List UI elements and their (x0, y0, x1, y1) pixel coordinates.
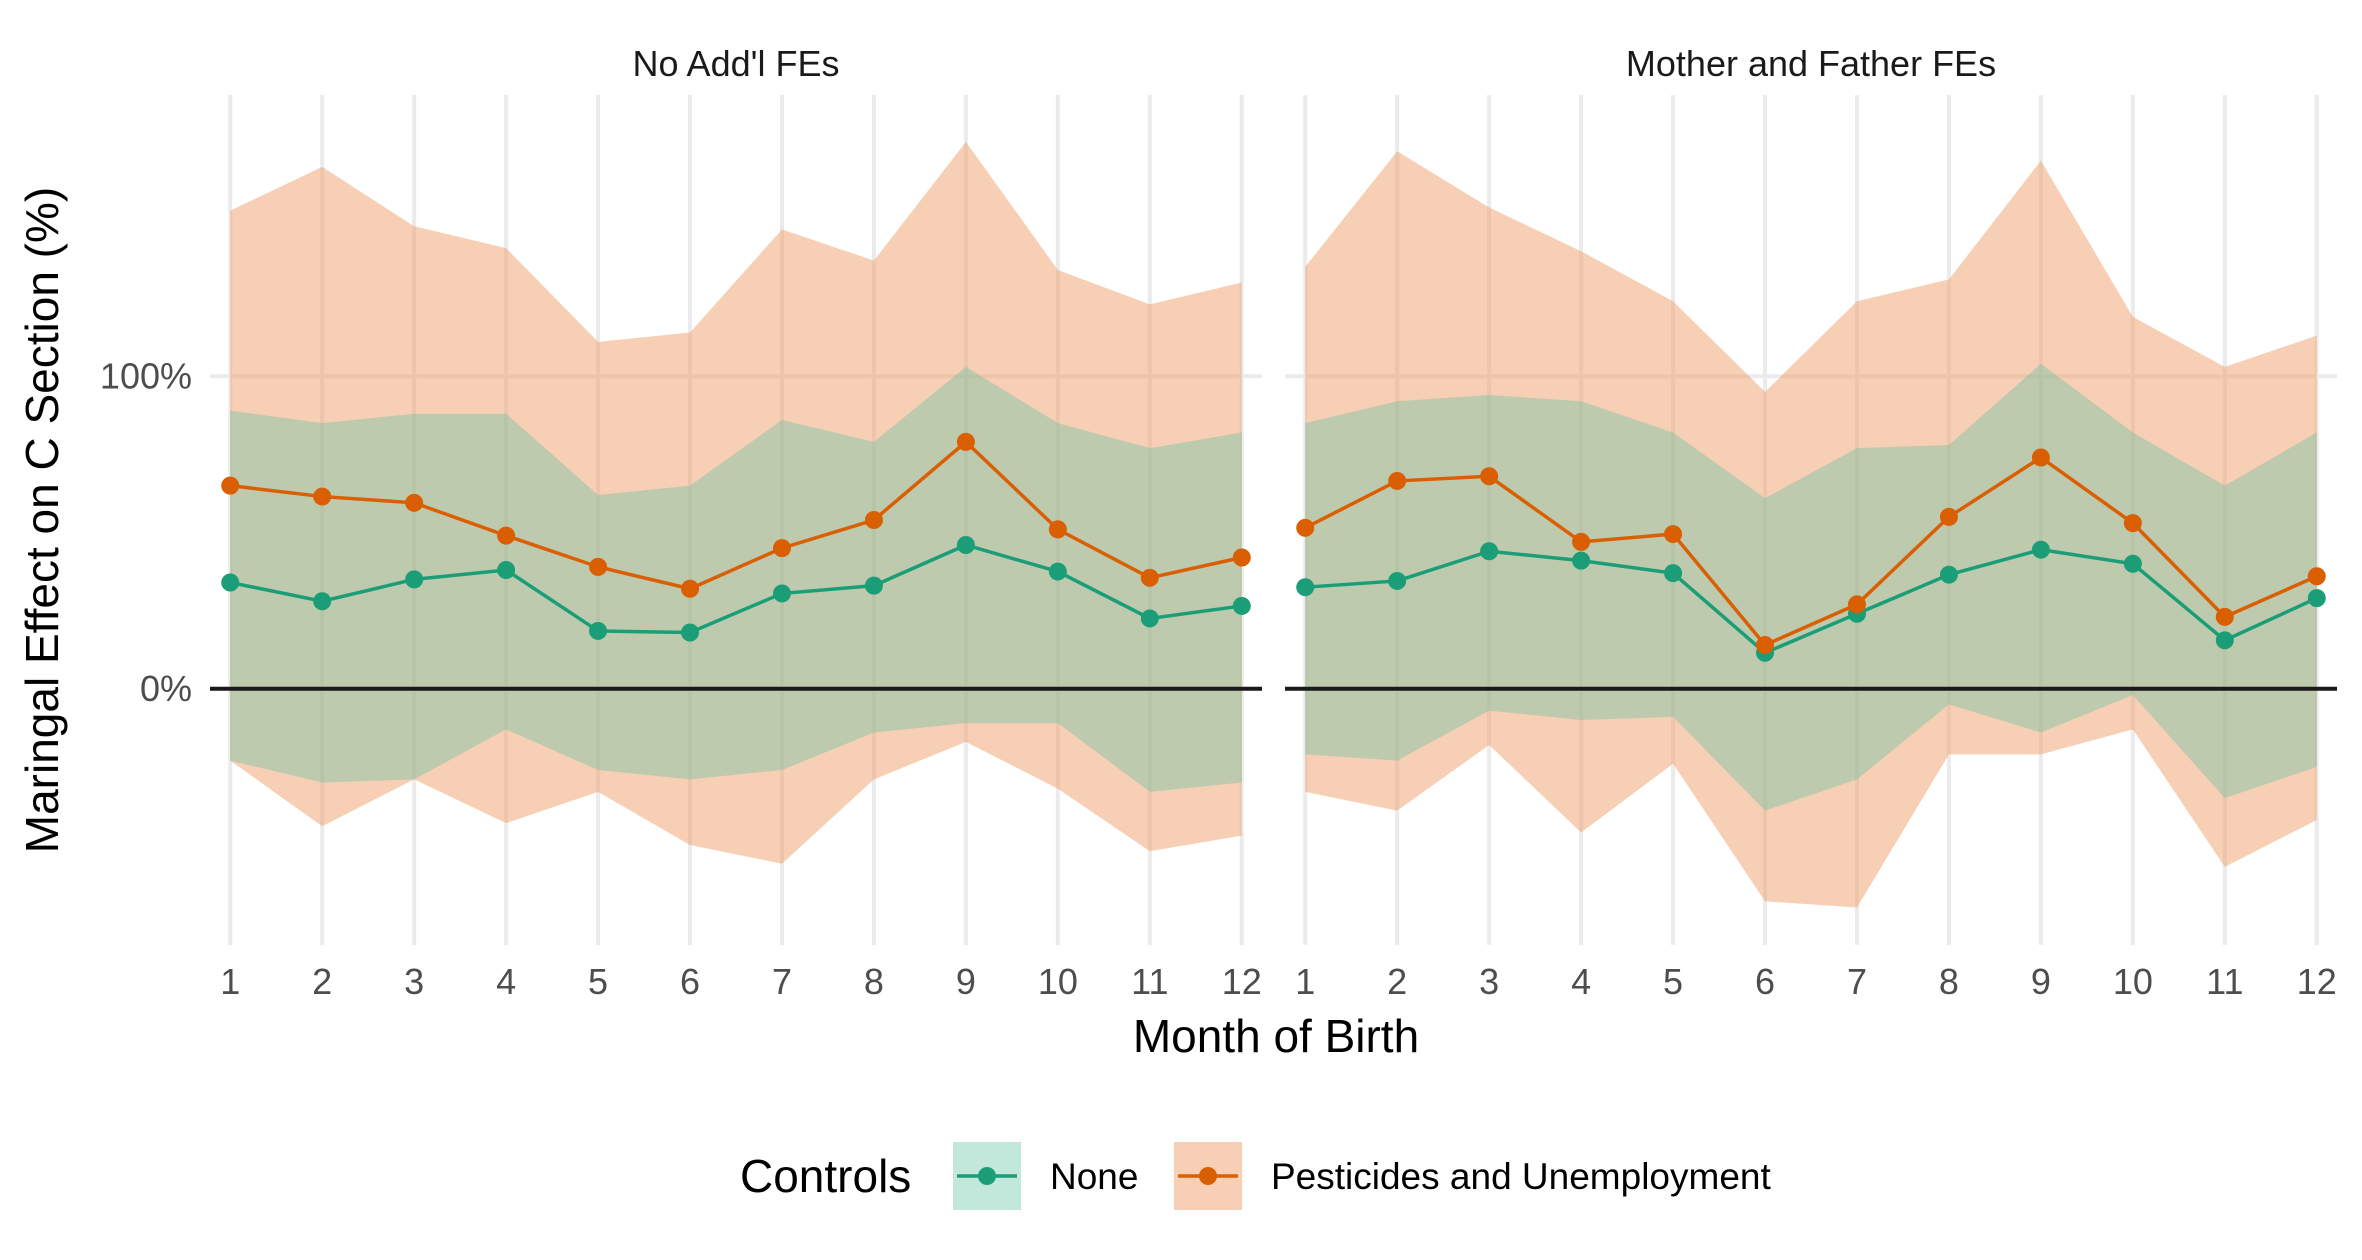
legend-label-none: None (1050, 1156, 1138, 1197)
data-point-pesticides-unemployment-8 (864, 511, 883, 529)
x-axis-title: Month of Birth (1133, 1010, 1419, 1062)
x-tick-label-2: 2 (312, 961, 332, 1002)
x-tick-label-8: 8 (864, 961, 884, 1002)
x-tick-label-1: 1 (1295, 961, 1315, 1002)
data-point-pesticides-unemployment-7 (1847, 595, 1866, 614)
series-line-pesticides-unemployment (1304, 455, 2318, 648)
x-tick-label-6: 6 (1755, 961, 1775, 1002)
x-tick-label-7: 7 (1847, 961, 1867, 1002)
data-point-pesticides-unemployment-9 (956, 432, 975, 451)
data-point-pesticides-unemployment-1 (1296, 518, 1315, 537)
x-tick-label-9: 9 (956, 961, 976, 1002)
x-tick-label-5: 5 (588, 961, 608, 1002)
panel-title: No Add'l FEs (633, 43, 840, 84)
data-point-none-4 (497, 561, 516, 579)
data-point-none-8 (864, 576, 883, 595)
y-axis-title: Maringal Effect on C Section (%) (16, 187, 68, 853)
legend-label-pesticides-unemployment: Pesticides and Unemployment (1271, 1156, 1771, 1197)
x-tick-label-10: 10 (1038, 961, 1078, 1002)
x-tick-label-7: 7 (772, 961, 792, 1002)
data-point-pesticides-unemployment-12 (2307, 567, 2326, 586)
data-point-none-3 (1480, 542, 1499, 561)
y-tick-label-0: 0% (140, 668, 192, 709)
data-point-none-5 (589, 621, 608, 640)
data-point-pesticides-unemployment-7 (772, 539, 791, 558)
ci-band-none (230, 366, 1242, 792)
data-point-none-7 (772, 584, 791, 603)
data-point-none-12 (1232, 596, 1251, 615)
data-point-pesticides-unemployment-6 (681, 579, 700, 598)
legend-key-point (978, 1167, 996, 1185)
data-point-pesticides-unemployment-10 (2123, 514, 2142, 533)
data-point-none-11 (2215, 631, 2234, 650)
data-point-none-11 (1140, 609, 1159, 628)
data-point-pesticides-unemployment-3 (405, 493, 424, 512)
x-tick-label-1: 1 (220, 961, 240, 1002)
x-tick-label-4: 4 (1571, 961, 1591, 1002)
data-point-pesticides-unemployment-1 (221, 476, 240, 495)
data-point-pesticides-unemployment-9 (2031, 448, 2050, 467)
x-tick-label-3: 3 (404, 961, 424, 1002)
data-point-pesticides-unemployment-5 (1664, 525, 1683, 544)
y-tick-label-1: 100% (100, 355, 192, 396)
data-point-none-2 (1388, 571, 1407, 590)
x-tick-label-12: 12 (1222, 961, 1262, 1002)
data-point-pesticides-unemployment-8 (1939, 507, 1958, 526)
ci-band-pesticides-unemployment (1305, 151, 2317, 908)
data-point-pesticides-unemployment-2 (313, 487, 332, 506)
data-point-pesticides-unemployment-4 (497, 526, 516, 545)
legend-title: Controls (740, 1150, 911, 1202)
data-point-pesticides-unemployment-11 (1140, 568, 1159, 587)
legend-key-pesticides-unemployment (1174, 1142, 1242, 1210)
data-point-pesticides-unemployment-5 (589, 557, 608, 576)
x-tick-label-12: 12 (2297, 961, 2337, 1002)
data-point-none-3 (405, 570, 424, 589)
data-point-pesticides-unemployment-11 (2215, 607, 2234, 626)
series-line-none (1305, 547, 2318, 655)
legend: Controls None Pesticides and Unemployment (740, 1142, 1771, 1210)
panel-title: Mother and Father FEs (1626, 43, 1996, 84)
x-tick-label-8: 8 (1939, 961, 1959, 1002)
data-point-pesticides-unemployment-6 (1756, 636, 1775, 654)
x-tick-label-6: 6 (680, 961, 700, 1002)
legend-key-none (953, 1142, 1021, 1210)
data-point-none-2 (313, 592, 332, 611)
legend-key-point (1199, 1167, 1217, 1185)
data-point-none-10 (2123, 554, 2142, 573)
x-tick-label-11: 11 (1131, 961, 1168, 1002)
x-tick-label-10: 10 (2113, 961, 2153, 1002)
data-point-pesticides-unemployment-4 (1572, 532, 1591, 551)
data-point-none-12 (2307, 589, 2326, 608)
data-point-none-8 (1939, 565, 1958, 584)
data-point-none-1 (221, 573, 240, 592)
data-point-pesticides-unemployment-12 (1232, 548, 1251, 567)
data-point-none-9 (2031, 540, 2050, 559)
x-tick-label-11: 11 (2206, 961, 2243, 1002)
x-tick-label-4: 4 (496, 961, 516, 1002)
data-point-pesticides-unemployment-10 (1048, 520, 1067, 539)
x-tick-label-2: 2 (1387, 961, 1407, 1002)
data-point-none-4 (1572, 551, 1591, 570)
x-tick-label-9: 9 (2031, 961, 2051, 1002)
series-line-none (229, 543, 1243, 635)
data-point-pesticides-unemployment-2 (1388, 471, 1407, 490)
x-tick-label-3: 3 (1479, 961, 1499, 1002)
x-tick-label-5: 5 (1663, 961, 1683, 1002)
data-point-none-1 (1296, 578, 1315, 597)
series-line-pesticides-unemployment (230, 439, 1243, 591)
data-point-none-5 (1664, 564, 1683, 583)
data-point-none-10 (1048, 562, 1067, 581)
ci-band-pesticides-unemployment (230, 141, 1242, 864)
data-point-pesticides-unemployment-3 (1480, 467, 1499, 486)
data-point-none-9 (956, 536, 975, 554)
data-point-none-6 (681, 623, 700, 642)
